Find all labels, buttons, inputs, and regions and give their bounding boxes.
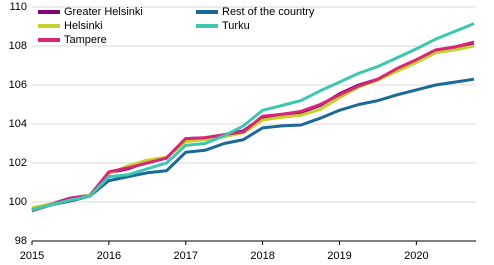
y-tick-label: 110 bbox=[9, 1, 27, 13]
y-tick-label: 100 bbox=[9, 196, 27, 208]
x-tick-label: 2016 bbox=[97, 250, 121, 262]
legend-label: Turku bbox=[222, 20, 250, 32]
x-tick-label: 2020 bbox=[404, 250, 428, 262]
y-tick-label: 102 bbox=[9, 157, 27, 169]
y-tick-label: 98 bbox=[15, 235, 27, 247]
legend-label: Greater Helsinki bbox=[64, 6, 143, 18]
x-tick-label: 2019 bbox=[327, 250, 351, 262]
y-tick-label: 108 bbox=[9, 40, 27, 52]
legend-label: Helsinki bbox=[64, 20, 103, 32]
y-tick-label: 104 bbox=[9, 118, 27, 130]
line-series bbox=[31, 77, 475, 212]
y-tick-label: 106 bbox=[9, 79, 27, 91]
x-tick-label: 2017 bbox=[173, 250, 197, 262]
x-tick-label: 2018 bbox=[250, 250, 274, 262]
legend-label: Rest of the country bbox=[222, 6, 315, 18]
line-series bbox=[31, 40, 475, 213]
x-tick-label: 2015 bbox=[20, 250, 44, 262]
line-series bbox=[31, 22, 475, 212]
legend-label: Tampere bbox=[64, 34, 107, 46]
